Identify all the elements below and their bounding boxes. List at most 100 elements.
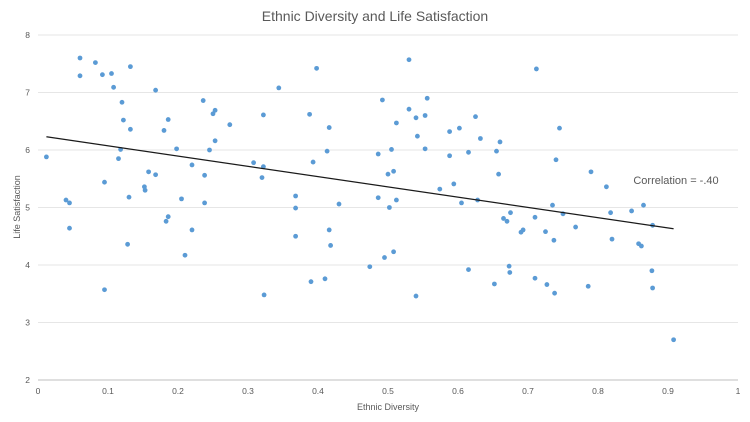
data-point <box>102 179 107 185</box>
data-point <box>466 149 471 155</box>
data-point <box>550 202 555 208</box>
data-point <box>326 227 332 233</box>
y-tick-label: 3 <box>25 318 30 328</box>
data-point <box>127 64 133 70</box>
data-point <box>501 216 506 221</box>
data-point <box>261 292 267 298</box>
data-point <box>293 233 298 239</box>
data-point <box>504 218 510 224</box>
data-point <box>508 210 513 216</box>
x-tick-labels: 0 0.1 0.2 0.3 0.4 0.5 0.6 0.7 0.8 0.9 1 <box>36 386 741 396</box>
data-point <box>126 194 132 200</box>
data-point <box>125 241 130 247</box>
data-point <box>507 270 513 275</box>
data-point <box>413 115 419 121</box>
data-point <box>121 117 126 123</box>
data-point <box>387 205 392 210</box>
data-point <box>639 243 644 249</box>
data-point <box>314 65 319 71</box>
data-point <box>447 129 452 135</box>
data-point <box>532 214 538 220</box>
data-point <box>478 136 483 141</box>
data-point <box>119 99 125 105</box>
data-point <box>415 133 420 139</box>
y-tick-labels: 2 3 4 5 6 7 8 <box>25 30 30 385</box>
data-point <box>380 97 385 103</box>
data-points <box>44 55 676 343</box>
data-point <box>77 55 83 61</box>
data-point <box>161 128 167 133</box>
data-point <box>391 249 396 255</box>
data-point <box>604 184 609 190</box>
data-point <box>189 227 195 233</box>
data-point <box>127 126 133 132</box>
data-point <box>671 337 676 343</box>
data-point <box>466 267 471 272</box>
data-point <box>259 175 265 181</box>
y-tick-label: 2 <box>25 375 30 385</box>
data-point <box>212 107 218 113</box>
data-point <box>457 125 462 131</box>
data-point <box>552 290 557 296</box>
x-tick-label: 0.2 <box>172 386 184 396</box>
data-point <box>227 122 233 128</box>
data-point <box>459 200 464 206</box>
data-point <box>67 225 72 231</box>
data-point <box>153 172 159 178</box>
data-point <box>174 146 180 152</box>
x-tick-label: 0.8 <box>592 386 604 396</box>
data-point <box>77 73 83 79</box>
data-point <box>650 285 655 291</box>
data-point <box>328 243 333 248</box>
data-point <box>532 275 538 281</box>
data-point <box>293 205 298 211</box>
data-point <box>367 264 373 270</box>
data-point <box>520 227 526 233</box>
data-point <box>210 111 216 117</box>
data-point <box>63 197 69 203</box>
data-point <box>437 186 443 192</box>
data-point <box>322 276 328 282</box>
data-point <box>165 117 171 122</box>
data-point <box>165 214 171 220</box>
data-point <box>534 66 539 72</box>
chart-title: Ethnic Diversity and Life Satisfaction <box>262 8 488 24</box>
data-point <box>212 138 218 144</box>
data-point <box>276 85 282 91</box>
data-point <box>179 196 184 202</box>
x-tick-label: 0.5 <box>382 386 394 396</box>
data-point <box>573 224 578 230</box>
data-point <box>307 111 312 117</box>
x-tick-label: 0.7 <box>522 386 534 396</box>
y-tick-label: 8 <box>25 30 30 40</box>
x-tick-label: 0.6 <box>452 386 464 396</box>
data-point <box>413 293 419 299</box>
y-axis-label: Life Satisfaction <box>12 175 22 239</box>
data-point <box>182 252 188 258</box>
data-point <box>406 106 412 112</box>
data-point <box>422 113 428 118</box>
x-axis-label: Ethnic Diversity <box>357 402 420 412</box>
y-tick-label: 5 <box>25 203 30 213</box>
data-point <box>608 210 613 216</box>
data-point <box>310 159 316 165</box>
data-point <box>109 71 114 76</box>
data-point <box>551 237 557 243</box>
data-point <box>200 98 206 103</box>
data-point <box>585 283 591 289</box>
data-point <box>506 263 512 269</box>
data-point <box>146 169 152 175</box>
data-point <box>308 279 314 285</box>
data-point <box>163 218 169 224</box>
data-point <box>389 147 394 152</box>
data-point <box>382 255 387 260</box>
data-point <box>293 193 298 199</box>
data-point <box>553 157 559 163</box>
x-tick-label: 0.4 <box>312 386 324 396</box>
trendline <box>46 136 674 230</box>
data-point <box>202 200 208 206</box>
data-point <box>324 148 330 154</box>
data-point <box>67 200 72 206</box>
data-point <box>494 148 499 154</box>
